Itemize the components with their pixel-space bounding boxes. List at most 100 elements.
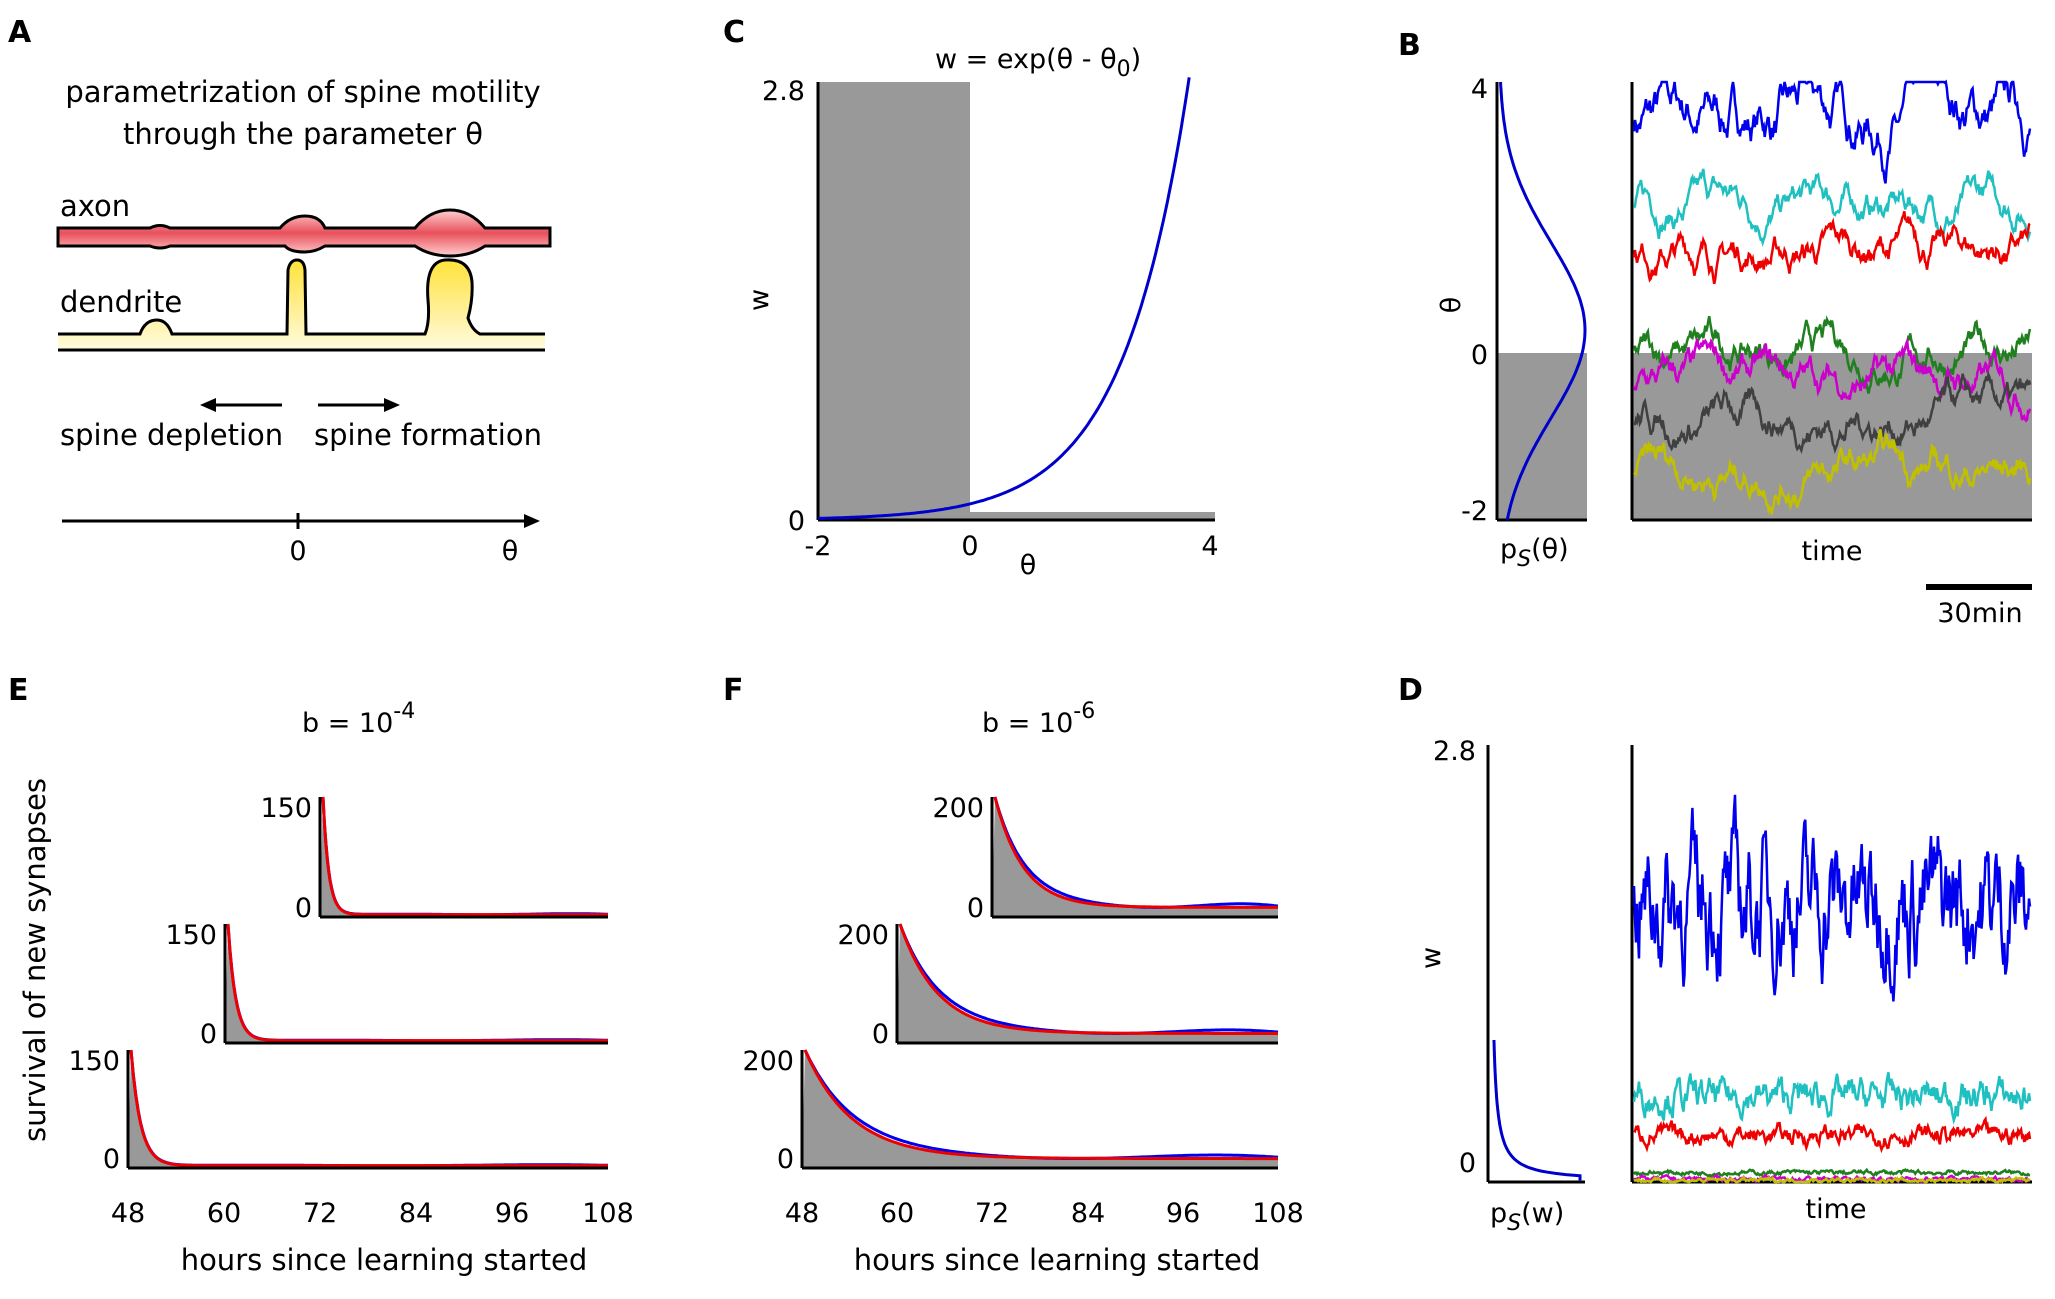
theta-axis	[62, 513, 540, 529]
f-xtick-72: 72	[975, 1198, 1009, 1229]
panel-d-series-2	[1633, 1115, 2032, 1154]
panel-d-distribution-curve	[1492, 1040, 1582, 1181]
f-inset-red-0	[803, 1049, 1278, 1161]
axon-shape	[56, 208, 552, 258]
e-inset-ymin-1: 0	[200, 1019, 217, 1050]
theta-axis-label: θ	[502, 536, 519, 567]
panel-c-ytick-max: 2.8	[762, 76, 805, 107]
e-inset-area-1	[225, 924, 608, 1043]
f-inset-ymax-1: 200	[837, 920, 889, 951]
panel-d-ylabel: w	[1416, 947, 1447, 969]
f-inset-red-1	[898, 923, 1278, 1035]
panel-b-ylabel: θ	[1436, 297, 1467, 314]
f-inset-ymax-2: 200	[932, 793, 984, 824]
panel-c-xlabel: θ	[1020, 550, 1037, 581]
panel-a: A parametrization of spine motility thro…	[8, 15, 552, 567]
panel-d-time-label: time	[1805, 1194, 1866, 1225]
f-xtick-108: 108	[1252, 1198, 1304, 1229]
panel-c-shaded-strip	[970, 512, 1215, 520]
panel-c-xtick-4: 4	[1201, 531, 1218, 562]
panel-label-a: A	[8, 15, 32, 50]
f-inset-area-1	[897, 924, 1278, 1043]
theta-axis-zero: 0	[289, 536, 306, 567]
spine-formation-label: spine formation	[314, 418, 542, 452]
panel-f-title: b = 10-6	[982, 699, 1095, 739]
dendrite-shape	[58, 259, 545, 350]
e-inset-ymin-2: 0	[295, 893, 312, 924]
f-inset-ymin-0: 0	[777, 1144, 794, 1175]
dendrite-outline	[58, 258, 545, 336]
panel-c-exp-curve	[817, 77, 1191, 520]
panel-c-title: w = exp(θ - θ0)	[935, 44, 1141, 82]
panel-b-ytick-4: 4	[1471, 74, 1488, 105]
f-inset-area-2	[992, 797, 1278, 917]
axon-label: axon	[60, 189, 130, 223]
panel-e-xlabel: hours since learning started	[181, 1243, 588, 1277]
f-inset-ymin-2: 0	[967, 893, 984, 924]
panel-b-series-6	[1633, 429, 2032, 515]
panel-b-ytick-neg2: -2	[1461, 496, 1488, 527]
panel-c-xtick-neg2: -2	[805, 531, 832, 562]
e-inset-red-2	[321, 796, 608, 917]
e-xtick-48: 48	[111, 1198, 145, 1229]
panel-f-xlabel: hours since learning started	[854, 1243, 1261, 1277]
panel-b-series-5	[1633, 370, 2032, 455]
panel-c-ylabel: w	[744, 289, 775, 311]
panel-b-series-4	[1632, 336, 2032, 423]
panel-label-f: F	[723, 673, 744, 708]
spine-depletion-label: spine depletion	[60, 418, 283, 452]
panel-b-dist-label: pS(θ)	[1500, 534, 1569, 572]
e-xtick-108: 108	[582, 1198, 634, 1229]
panel-d-ytick-min: 0	[1459, 1148, 1476, 1179]
f-xtick-60: 60	[880, 1198, 914, 1229]
f-inset-ymin-1: 0	[872, 1019, 889, 1050]
panel-d-series-group	[1632, 794, 2032, 1185]
panel-d-series-1	[1632, 1072, 2032, 1126]
panel-b-ytick-0: 0	[1471, 340, 1488, 371]
panel-d-series-5	[1633, 1175, 2031, 1185]
panel-c-shaded-region	[818, 82, 970, 520]
panel-b-time-label: time	[1801, 536, 1862, 567]
panel-d-ytick-max: 2.8	[1433, 736, 1476, 767]
panel-e-title: b = 10-4	[302, 699, 415, 739]
panel-b-series-1	[1632, 168, 2032, 247]
f-inset-ymax-0: 200	[742, 1046, 794, 1077]
e-xtick-72: 72	[303, 1198, 337, 1229]
e-inset-ymax-0: 150	[68, 1046, 120, 1077]
f-xtick-84: 84	[1071, 1198, 1105, 1229]
f-xtick-96: 96	[1166, 1198, 1200, 1229]
panel-label-c: C	[723, 15, 745, 50]
e-inset-red-0	[129, 1049, 608, 1168]
panel-b: B θ 4 0 -2 pS(θ) time 30min	[1398, 28, 2032, 629]
panel-e: E b = 10-4 survival of new synapses 1500…	[8, 673, 634, 1277]
e-inset-area-2	[320, 797, 608, 917]
e-xtick-96: 96	[495, 1198, 529, 1229]
panel-b-series-2	[1632, 211, 2031, 285]
panel-label-b: B	[1398, 28, 1421, 63]
panel-c-ytick-min: 0	[788, 506, 805, 537]
panel-label-e: E	[8, 673, 29, 708]
f-inset-area-0	[802, 1050, 1278, 1168]
e-inset-blue-1	[226, 923, 609, 1043]
panel-d-dist-label: pS(w)	[1490, 1198, 1564, 1236]
depletion-arrow	[200, 398, 282, 412]
panel-label-d: D	[1398, 673, 1423, 708]
e-xtick-60: 60	[207, 1198, 241, 1229]
panel-c-xtick-0: 0	[961, 531, 978, 562]
panel-d-series-3	[1632, 1167, 2031, 1178]
e-inset-blue-2	[321, 796, 609, 917]
f-xtick-48: 48	[785, 1198, 819, 1229]
e-xtick-84: 84	[399, 1198, 433, 1229]
panel-a-title-line2: through the parameter θ	[123, 117, 483, 151]
e-inset-ymax-1: 150	[165, 920, 217, 951]
